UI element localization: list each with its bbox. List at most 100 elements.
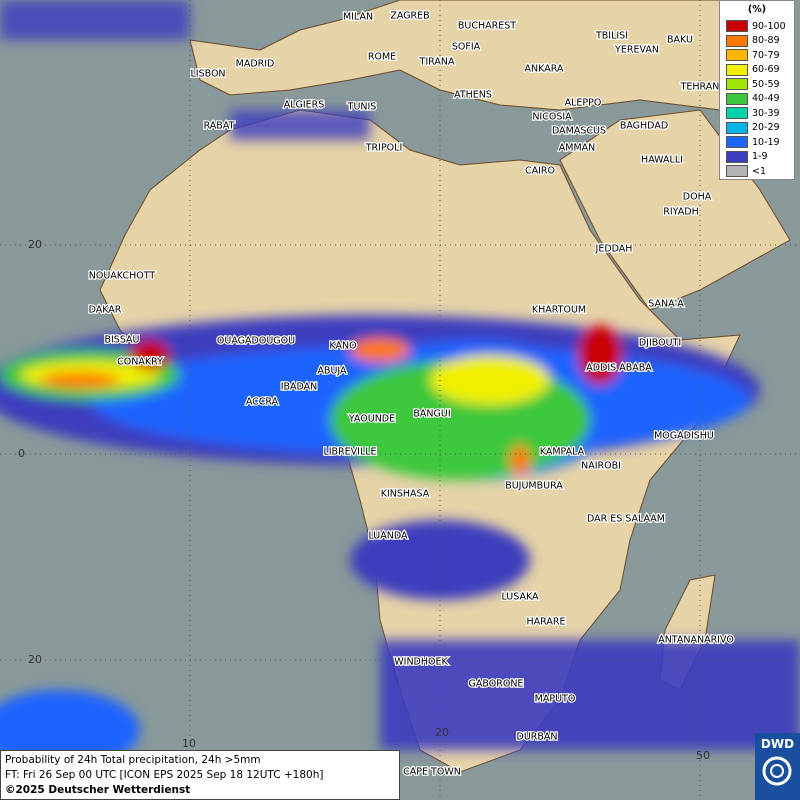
city-label: DJIBOUTI [639, 338, 681, 349]
legend-item: 40-49 [720, 92, 794, 107]
legend-item: 1-9 [720, 150, 794, 165]
city-label: DURBAN [517, 732, 558, 743]
logo-icon [762, 756, 792, 786]
caption-line: ©2025 Deutscher Wetterdienst [5, 784, 191, 796]
legend-label: 60-69 [752, 64, 780, 76]
legend-label: <1 [752, 165, 767, 177]
graticule-label: 10 [182, 737, 196, 750]
city-label: HARARE [527, 617, 566, 628]
city-label: ROME [368, 52, 396, 63]
city-label: KHARTOUM [532, 305, 586, 316]
city-label: KINSHASA [381, 489, 430, 500]
city-label: IBADAN [281, 382, 318, 393]
city-label: ANTANANARIVO [658, 635, 734, 646]
legend-swatch [726, 49, 748, 62]
city-label: CAIRO [525, 166, 555, 177]
city-label: ADDIS ABABA [586, 363, 652, 374]
legend-item: 50-59 [720, 77, 794, 92]
legend-item: 90-100 [720, 19, 794, 34]
legend-label: 70-79 [752, 49, 780, 61]
legend-item: <1 [720, 164, 794, 179]
city-label: BUJUMBURA [505, 481, 563, 492]
city-label: ACCRA [246, 397, 279, 408]
city-label: LISBON [190, 69, 225, 80]
legend-swatch [726, 78, 748, 91]
city-label: SOFIA [452, 42, 481, 53]
legend-item: 20-29 [720, 121, 794, 136]
legend-label: 30-39 [752, 107, 780, 119]
city-labels: MILAN ZAGREB BUCHAREST TBILISI BAKU ROME SOFIA… [87, 9, 735, 779]
city-label: JEDDAH [595, 244, 633, 255]
legend-swatch [726, 63, 748, 76]
city-label: YEREVAN [614, 45, 659, 56]
city-label: BUCHAREST [458, 21, 516, 32]
city-label: RIYADH [663, 207, 698, 218]
legend-swatch [726, 34, 748, 47]
legend-label: 1-9 [752, 151, 768, 163]
city-label: ZAGREB [390, 11, 429, 22]
city-label: ALEPPO [565, 98, 602, 109]
city-label: WINDHOEK [394, 657, 448, 668]
city-label: ABUJA [317, 366, 347, 377]
city-label: TEHRAN [680, 82, 720, 93]
city-label: HAWALLI [641, 155, 683, 166]
legend-item: 60-69 [720, 63, 794, 78]
legend-label: 90-100 [752, 20, 786, 32]
legend: (%) 90-100 80-89 70-79 60-69 50-59 40-49 30-39… [719, 0, 795, 180]
city-label: CONAKRY [117, 357, 163, 368]
city-label: AMMAN [559, 143, 596, 154]
graticule-label: 20 [28, 238, 42, 251]
city-label: RABAT [204, 121, 235, 132]
city-label: BAGHDAD [620, 121, 668, 132]
legend-item: 70-79 [720, 48, 794, 63]
city-label: DOHA [683, 192, 712, 203]
city-label: TIRANA [419, 57, 455, 68]
city-label: MAPUTO [535, 694, 576, 705]
city-label: DAMASCUS [552, 126, 606, 137]
legend-swatch [726, 121, 748, 134]
city-label: NAIROBI [581, 461, 621, 472]
city-label: DAKAR [89, 305, 122, 316]
legend-label: 20-29 [752, 122, 780, 134]
legend-items: 90-100 80-89 70-79 60-69 50-59 40-49 30-39 20-2… [720, 19, 794, 179]
city-label: TUNIS [347, 102, 377, 113]
city-label: NICOSIA [532, 112, 572, 123]
city-label: TBILISI [595, 31, 628, 42]
legend-swatch [726, 107, 748, 120]
legend-swatch [726, 150, 748, 163]
legend-label: 40-49 [752, 93, 780, 105]
legend-swatch [726, 20, 748, 33]
city-label: ANKARA [525, 64, 564, 75]
legend-label: 10-19 [752, 136, 780, 148]
graticule-label: 50 [696, 749, 710, 762]
graticule-label: 20 [28, 653, 42, 666]
city-label: ALGIERS [284, 100, 325, 111]
city-label: GABORONE [469, 679, 524, 690]
logo: DWD [755, 733, 800, 800]
city-label: MADRID [236, 59, 275, 70]
city-label: MOGADISHU [654, 431, 714, 442]
city-label: BAKU [667, 35, 693, 46]
caption-line: Probability of 24h Total precipitation, … [5, 754, 261, 766]
city-label: YAOUNDE [348, 414, 395, 425]
legend-unit: (%) [747, 4, 767, 15]
city-label: NOUAKCHOTT [89, 271, 156, 282]
legend-swatch [726, 136, 748, 149]
logo-text: DWD [760, 737, 795, 751]
legend-swatch [726, 165, 748, 178]
legend-swatch [726, 92, 748, 105]
graticule-label: 0 [18, 447, 25, 460]
city-label: OUAGADOUGOU [217, 336, 295, 347]
legend-label: 50-59 [752, 78, 780, 90]
city-label: DAR ES SALAAM [587, 514, 665, 525]
city-label: ATHENS [454, 90, 492, 101]
city-label: KAMPALA [540, 447, 585, 458]
legend-item: 10-19 [720, 135, 794, 150]
city-label: LIBREVILLE [323, 447, 376, 458]
city-label: SANA'A [648, 299, 684, 310]
caption-line: FT: Fri 26 Sep 00 UTC [ICON EPS 2025 Sep… [5, 769, 324, 781]
city-label: LUANDA [368, 531, 408, 542]
